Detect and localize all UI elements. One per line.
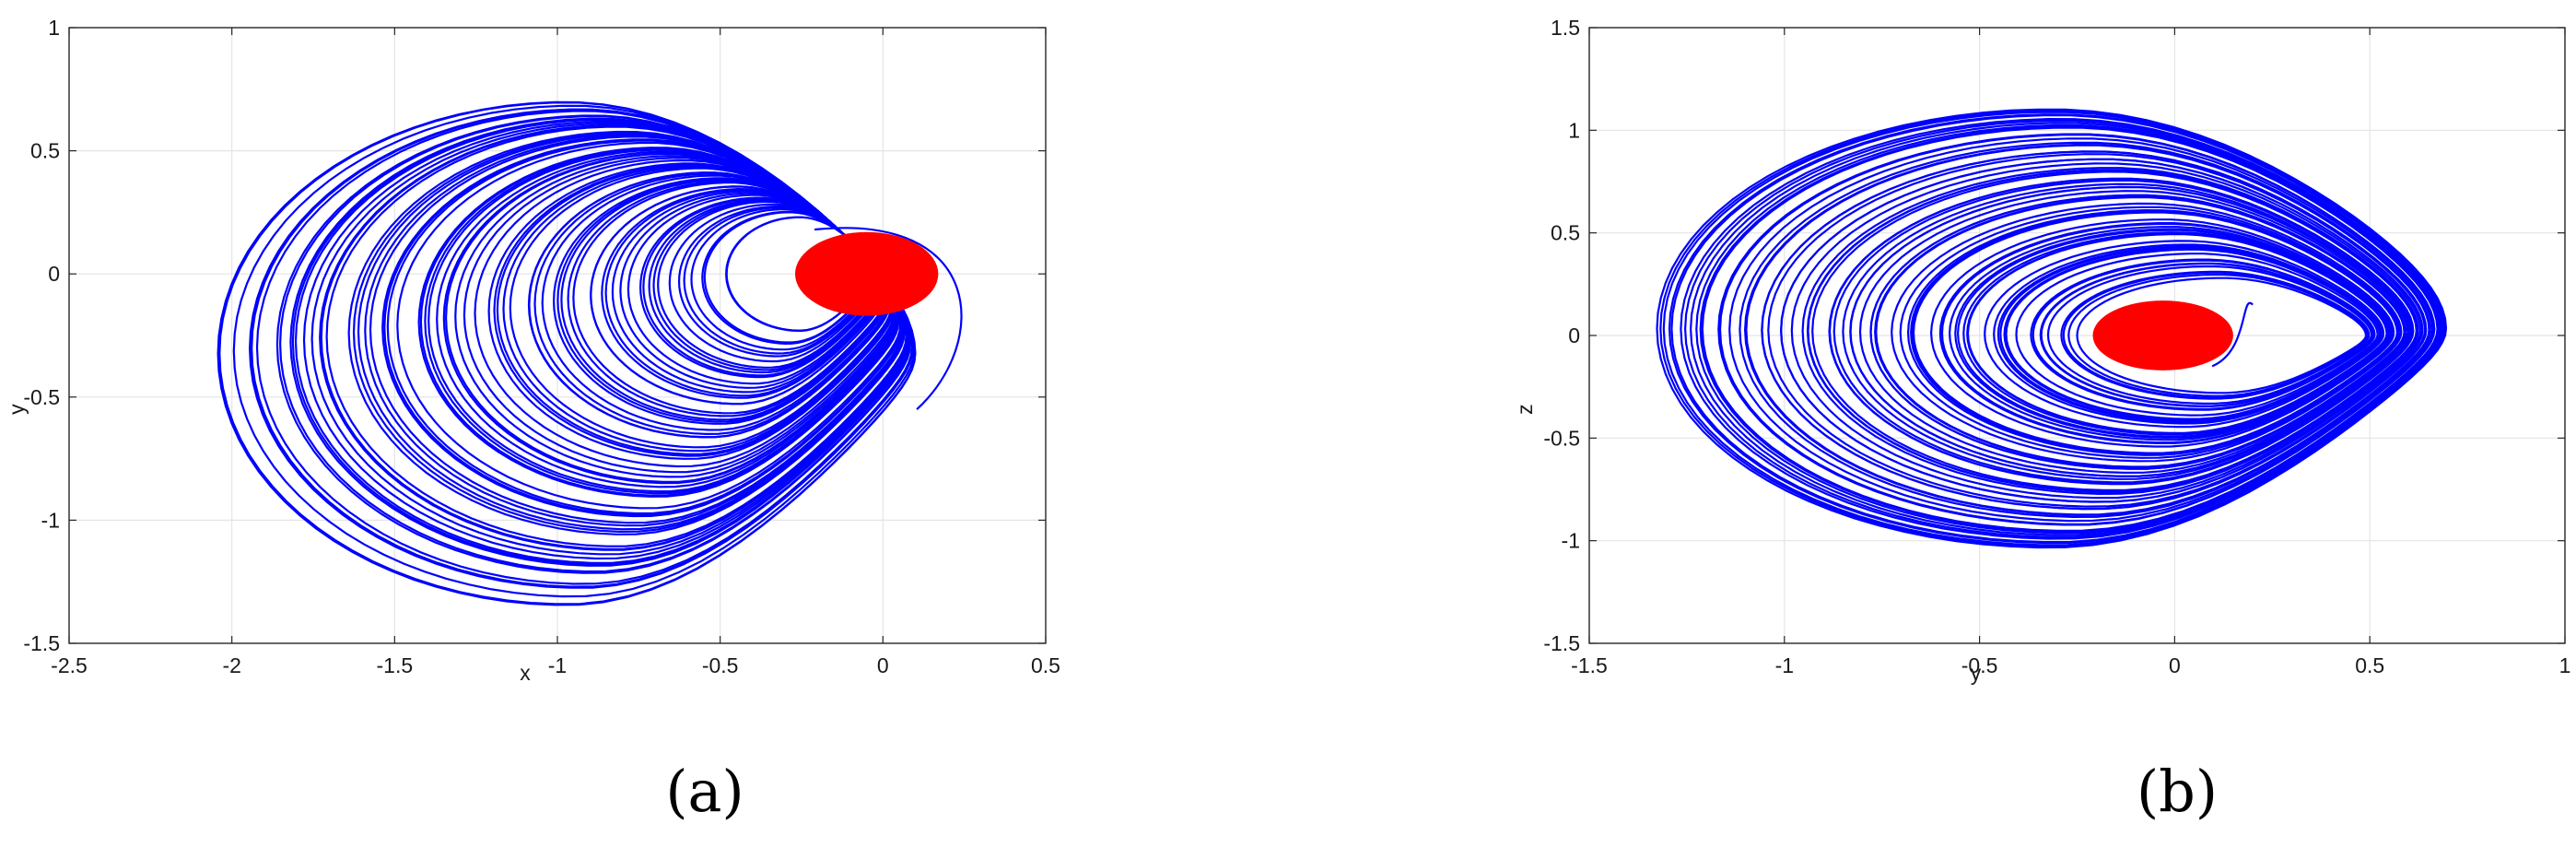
chart-b-attractor-orbit — [2005, 248, 2381, 420]
chart-b-attractor-orbit — [1849, 185, 2410, 477]
chart-b-xtick-label: -1.5 — [1571, 653, 1608, 677]
chart-b-ytick-label: -0.5 — [1543, 426, 1580, 450]
chart-b-attractor-orbit — [1938, 222, 2394, 444]
chart-a-xlabel: x — [520, 661, 531, 685]
chart-b-attractor-orbit — [1683, 119, 2442, 538]
chart-b-attractor-orbit — [1699, 125, 2440, 533]
chart-b-attractor-orbit — [1996, 245, 2383, 423]
chart-a-xtick-label: -1 — [548, 653, 567, 677]
chart-a-plot: -2.5 -2 -1.5 -1 -0.5 0 0.5 -1.5 -1 -0.5 0 0.5 1 x y — [5, 16, 1060, 685]
chart-b-attractor-orbit — [1662, 111, 2446, 547]
chart-b-xtick-label: -0.5 — [1961, 653, 1998, 677]
chart-b-attractor-orbit — [2015, 253, 2379, 417]
chart-a-xtick-label: -2.5 — [51, 653, 88, 677]
chart-b-xtick-label: 0 — [2169, 653, 2181, 677]
chart-b-limit-cycle — [2092, 300, 2233, 371]
chart-a-xtick-label: -2 — [222, 653, 240, 677]
chart-a-xtick-label: -1.5 — [377, 653, 414, 677]
chart-b-attractor-orbit — [1842, 182, 2412, 480]
chart-b-attractor-orbit — [1832, 179, 2414, 484]
chart-b-attractor-orbit — [1807, 169, 2418, 493]
chart-b-attractor-orbit — [1966, 233, 2388, 435]
chart-a-limit-cycle — [795, 231, 939, 316]
chart-b-attractor-orbit — [1717, 133, 2436, 526]
chart-b-attractor-orbit — [1801, 167, 2419, 496]
chart-a-ytick-label: -1.5 — [23, 631, 60, 655]
chart-a-ytick-label: -0.5 — [23, 385, 60, 409]
chart-b-series-group — [1656, 108, 2448, 549]
panel-b: -1.5 -1 -0.5 0 0.5 1 -1.5 -1 -0.5 0 0.5 1 1.5 y z (b) — [1288, 0, 2576, 847]
chart-b-ytick-label: 0 — [1568, 324, 1580, 347]
chart-b-xtick-label: -1 — [1775, 653, 1794, 677]
chart-a-xtick-label: -0.5 — [702, 653, 739, 677]
chart-a-series-group — [217, 100, 963, 606]
chart-b-ytick-label: -1 — [1562, 529, 1580, 553]
chart-b-attractor-orbit — [1899, 206, 2401, 459]
chart-a-xtick-label: 0 — [877, 653, 889, 677]
chart-b-plot: -1.5 -1 -0.5 0 0.5 1 -1.5 -1 -0.5 0 0.5 1 1.5 y z — [1513, 16, 2571, 685]
chart-b-attractor-orbit — [1728, 137, 2434, 523]
chart-b-ylabel: z — [1513, 404, 1537, 415]
panel-b-label: (b) — [2136, 758, 2219, 825]
chart-b-xlabel: y — [1971, 661, 1982, 685]
chart-a-ytick-label: 0.5 — [30, 139, 60, 163]
chart-b-attractor-orbit — [1906, 208, 2400, 456]
chart-b-attractor-orbit — [1779, 158, 2424, 503]
chart-b-attractor-orbit — [2076, 276, 2368, 394]
chart-a-transient-loop — [814, 227, 963, 411]
chart-b-attractor-orbit — [1891, 202, 2403, 463]
chart-b-attractor-orbit — [1739, 141, 2431, 519]
chart-b-attractor-orbit — [1954, 228, 2391, 440]
chart-b-attractor-orbit — [1761, 150, 2428, 511]
panel-a: -2.5 -2 -1.5 -1 -0.5 0 0.5 -1.5 -1 -0.5 0 0.5 1 x y (a… — [5, 16, 1060, 825]
chart-b-attractor-orbit — [2067, 273, 2369, 397]
chart-b-attractor-orbit — [1912, 211, 2398, 454]
chart-a-xtick-label: 0.5 — [1031, 653, 1060, 677]
chart-b-ytick-label: 0.5 — [1551, 221, 1580, 245]
chart-b-ytick-label: 1 — [1568, 118, 1580, 142]
chart-a-ytick-label: 1 — [48, 16, 60, 40]
chart-b-attractor-orbit — [1929, 218, 2395, 448]
chart-b-attractor-orbit — [1948, 226, 2392, 441]
chart-b-attractor-orbit — [1745, 144, 2430, 516]
chart-b-attractor-orbit — [1790, 162, 2422, 500]
chart-b-attractor-orbit — [1668, 113, 2445, 545]
panel-a-label: (a) — [665, 758, 744, 825]
chart-b-xtick-label: 1 — [2559, 653, 2571, 677]
chart-b-attractor-orbit — [2046, 265, 2373, 406]
chart-b-ytick-label: 1.5 — [1551, 16, 1580, 40]
chart-b-xtick-label: 0.5 — [2355, 653, 2384, 677]
chart-b-transient-loop — [2211, 301, 2254, 368]
chart-a-ytick-label: -1 — [41, 508, 60, 532]
chart-b-attractor-orbit — [1858, 190, 2408, 475]
chart-a-attractor-orbit — [725, 216, 874, 332]
chart-b-attractor-orbit — [2039, 262, 2374, 408]
chart-a-ytick-label: 0 — [48, 262, 60, 286]
chart-b-attractor-orbit — [1984, 240, 2385, 429]
chart-a-ylabel: y — [5, 404, 29, 415]
chart-b-attractor-orbit — [1689, 122, 2441, 536]
chart-b-ytick-label: -1.5 — [1543, 631, 1580, 655]
chart-b-attractor-orbit — [1874, 195, 2406, 469]
chart-b-attractor-orbit — [2060, 270, 2371, 400]
chart-b-attractor-orbit — [1767, 153, 2427, 508]
chart-b-attractor-orbit — [2030, 258, 2376, 411]
